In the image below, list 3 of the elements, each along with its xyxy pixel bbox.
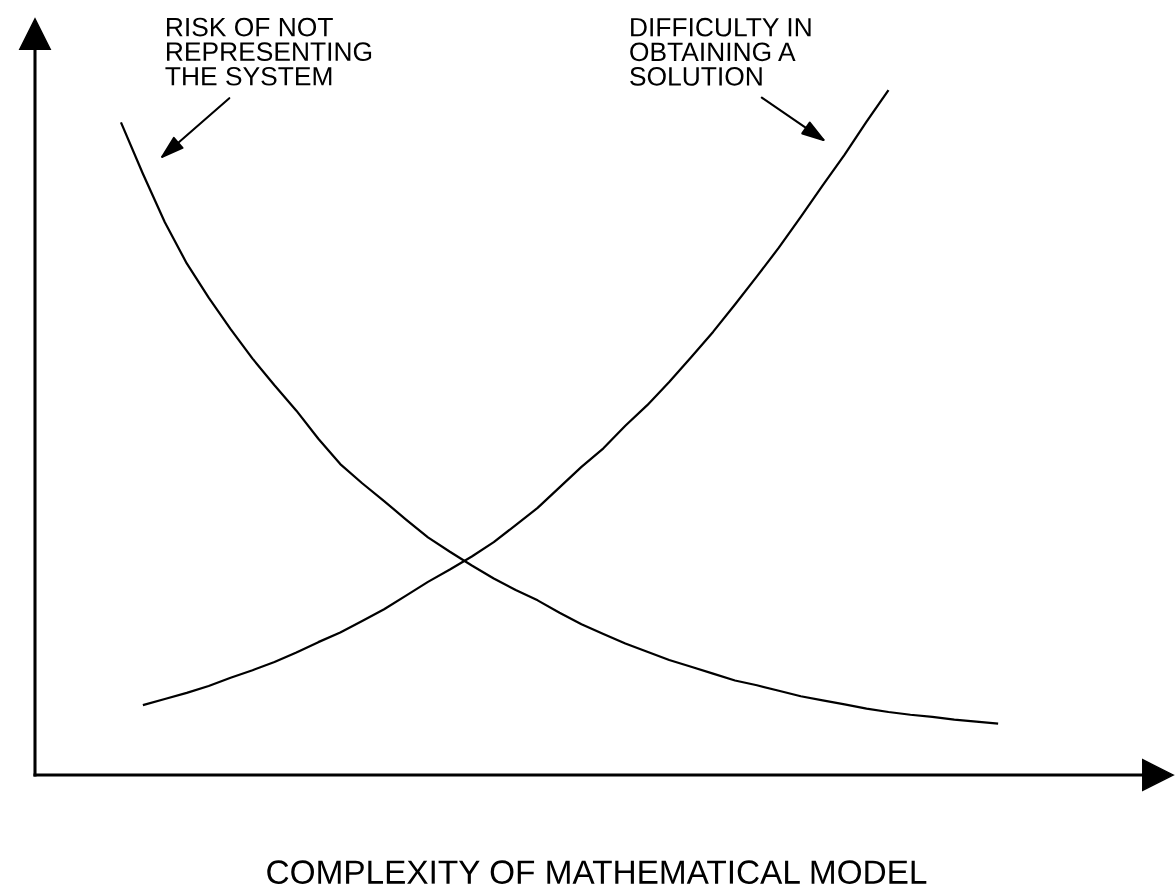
text: DIFFICULTY IN OBTAINING A SOLUTION xyxy=(630,17,811,86)
x-axis-title: COMPLEXITY OF MATHEMATICAL MODEL xyxy=(267,860,927,884)
text: RISK OF NOT REPRESENTING THE SYSTEM xyxy=(165,17,372,86)
